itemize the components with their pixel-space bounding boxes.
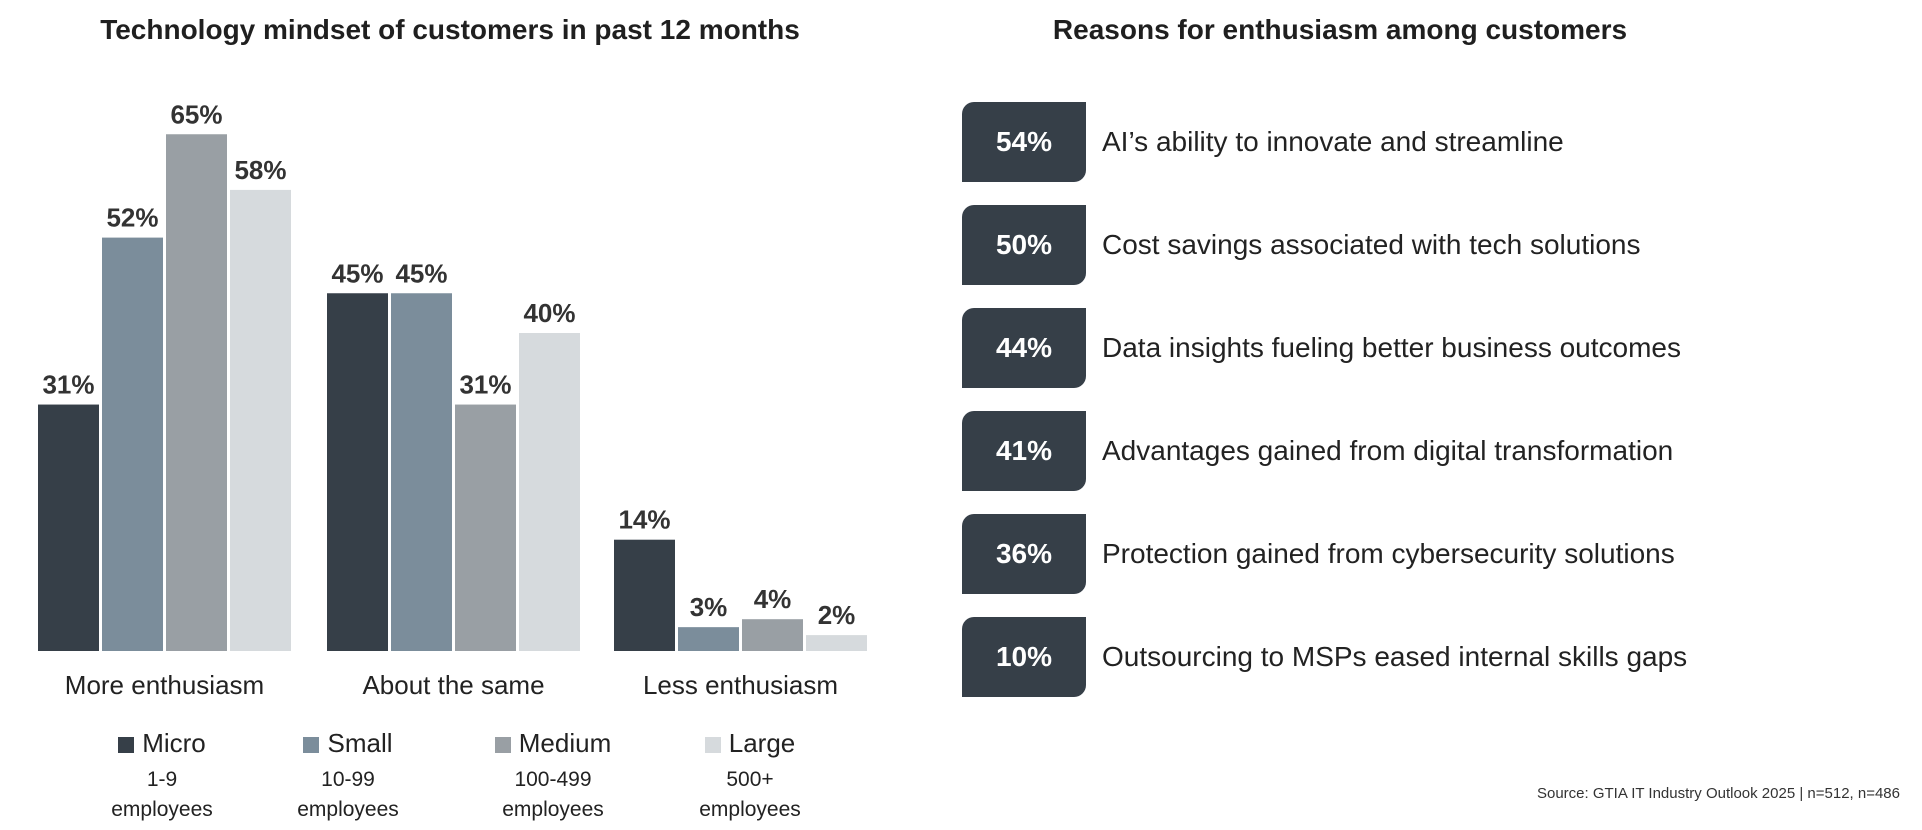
reason-label: Cost savings associated with tech soluti… <box>1102 229 1641 260</box>
bar-small-3 <box>678 627 739 651</box>
category-label: More enthusiasm <box>65 670 264 700</box>
bar-micro-3 <box>614 539 675 651</box>
legend-label-large: Large <box>728 728 796 758</box>
left-chart-title: Technology mindset of customers in past … <box>100 14 800 45</box>
legend-range-large: 500+ <box>726 768 774 791</box>
bar-large-2 <box>519 333 580 651</box>
source-note: Source: GTIA IT Industry Outlook 2025 | … <box>1536 785 1900 802</box>
category-label: About the same <box>362 670 544 700</box>
bar-value-label: 2% <box>818 600 856 630</box>
category-label: Less enthusiasm <box>643 670 838 700</box>
reason-row: 54% AI’s ability to innovate and streaml… <box>962 102 1762 182</box>
bar-value-label: 65% <box>170 99 222 129</box>
legend-range-micro: 1-9 <box>146 768 178 791</box>
legend-swatch-large <box>704 737 721 753</box>
bar-medium-3 <box>742 619 803 651</box>
legend-unit-medium: employees <box>502 798 604 821</box>
bar-value-label: 45% <box>395 258 447 288</box>
legend-unit-small: employees <box>297 798 399 821</box>
legend-item-medium: Medium 100-499 employees <box>458 728 648 825</box>
reason-row: 50% Cost savings associated with tech so… <box>962 205 1762 285</box>
bar-micro-1 <box>38 404 99 651</box>
reason-percent-badge: 10% <box>962 617 1086 697</box>
legend-item-micro: Micro 1-9 employees <box>67 728 257 825</box>
bar-value-label: 58% <box>234 155 286 185</box>
bar-large-3 <box>806 635 867 651</box>
reason-row: 44% Data insights fueling better busines… <box>962 308 1762 388</box>
reason-percent-badge: 50% <box>962 205 1086 285</box>
legend-range-medium: 100-499 <box>514 768 592 791</box>
bar-medium-2 <box>455 404 516 651</box>
legend-label-small: Small <box>327 728 393 758</box>
legend-range-small: 10-99 <box>321 768 375 791</box>
reason-label: Advantages gained from digital transform… <box>1102 435 1674 466</box>
bar-value-label: 52% <box>106 203 158 233</box>
reason-label: Data insights fueling better business ou… <box>1102 332 1681 363</box>
reason-row: 36% Protection gained from cybersecurity… <box>962 514 1762 594</box>
reason-percent-badge: 54% <box>962 102 1086 182</box>
legend-unit-large: employees <box>699 798 801 821</box>
reason-label: Outsourcing to MSPs eased internal skill… <box>1102 641 1688 672</box>
reason-row: 41% Advantages gained from digital trans… <box>962 411 1762 491</box>
legend-swatch-small <box>303 737 320 753</box>
legend-swatch-micro <box>118 737 135 753</box>
bar-large-1 <box>230 189 291 651</box>
reason-label: Protection gained from cybersecurity sol… <box>1102 538 1675 569</box>
bar-value-label: 14% <box>618 505 670 535</box>
bar-value-label: 45% <box>331 258 383 288</box>
bar-value-label: 31% <box>42 370 94 400</box>
bar-value-label: 3% <box>690 592 728 622</box>
bar-medium-1 <box>166 134 227 651</box>
bar-value-label: 31% <box>459 370 511 400</box>
legend-label-micro: Micro <box>142 728 206 758</box>
enthusiasm-bar-chart: 31% 52% 65% 58% More enthusiasm 45% 45% 31% 40% A… <box>38 99 867 700</box>
bar-small-2 <box>391 293 452 651</box>
reason-percent-badge: 44% <box>962 308 1086 388</box>
legend-unit-micro: employees <box>111 798 213 821</box>
reason-label: AI’s ability to innovate and streamline <box>1102 126 1564 157</box>
right-panel-title: Reasons for enthusiasm among customers <box>1052 14 1628 45</box>
bar-small-1 <box>102 237 163 651</box>
reason-percent-badge: 41% <box>962 411 1086 491</box>
legend-item-large: Large 500+ employees <box>655 728 845 825</box>
bar-value-label: 40% <box>523 298 575 328</box>
reason-row: 10% Outsourcing to MSPs eased internal s… <box>962 617 1762 697</box>
legend-swatch-medium <box>494 737 511 753</box>
legend-label-medium: Medium <box>518 728 612 758</box>
reason-percent-badge: 36% <box>962 514 1086 594</box>
bar-micro-2 <box>327 293 388 651</box>
legend-item-small: Small 10-99 employees <box>253 728 443 825</box>
bar-value-label: 4% <box>754 584 792 614</box>
